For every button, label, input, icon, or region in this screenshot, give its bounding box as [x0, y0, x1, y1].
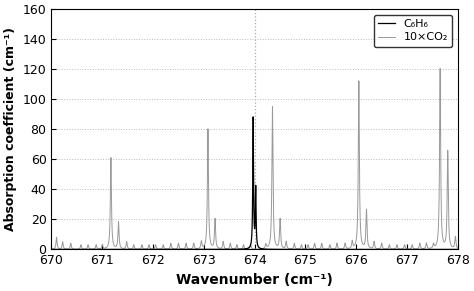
C₆H₆	[455, 248, 461, 251]
C₆H₆	[182, 248, 187, 251]
10×CO₂	[155, 247, 160, 251]
10×CO₂	[400, 247, 406, 250]
10×CO₂	[207, 226, 212, 229]
10×CO₂	[346, 246, 352, 250]
C₆H₆	[250, 115, 256, 119]
X-axis label: Wavenumber (cm⁻¹): Wavenumber (cm⁻¹)	[176, 273, 333, 287]
Line: 10×CO₂: 10×CO₂	[52, 68, 458, 249]
C₆H₆	[346, 248, 352, 251]
C₆H₆	[49, 248, 55, 251]
10×CO₂	[49, 247, 55, 251]
10×CO₂	[438, 67, 443, 70]
C₆H₆	[207, 248, 212, 251]
Line: C₆H₆: C₆H₆	[52, 117, 458, 249]
C₆H₆	[155, 248, 160, 251]
C₆H₆	[400, 248, 406, 251]
10×CO₂	[455, 246, 461, 250]
Y-axis label: Absorption coefficient (cm⁻¹): Absorption coefficient (cm⁻¹)	[4, 27, 17, 231]
Legend: C₆H₆, 10×CO₂: C₆H₆, 10×CO₂	[374, 15, 452, 47]
C₆H₆	[130, 248, 136, 251]
10×CO₂	[182, 247, 187, 250]
10×CO₂	[130, 246, 136, 249]
